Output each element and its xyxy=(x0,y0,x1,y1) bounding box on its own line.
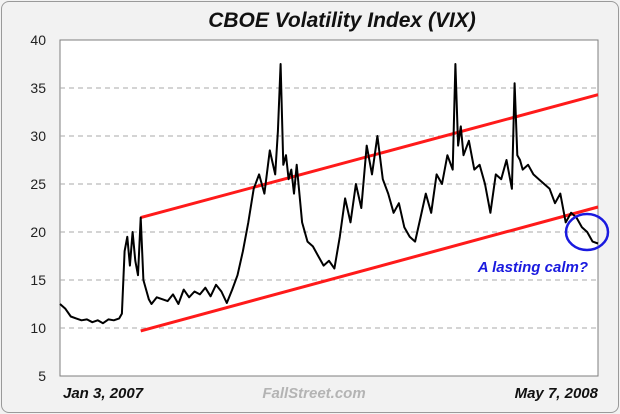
y-tick-label: 15 xyxy=(30,272,46,288)
chart-title: CBOE Volatility Index (VIX) xyxy=(208,9,476,32)
y-tick-label: 5 xyxy=(38,368,46,384)
y-axis-ticks: 5 10 15 20 25 30 35 40 xyxy=(30,32,46,384)
y-tick-label: 30 xyxy=(30,128,46,144)
plot-area xyxy=(59,39,599,377)
annotation-label: A lasting calm? xyxy=(477,259,588,276)
y-tick-label: 35 xyxy=(30,80,46,96)
y-tick-label: 20 xyxy=(30,224,46,240)
x-start-label: Jan 3, 2007 xyxy=(63,385,144,402)
vix-series-layer xyxy=(59,63,599,325)
source-watermark: FallStreet.com xyxy=(262,385,365,402)
highlight-circle xyxy=(564,212,610,252)
y-tick-label: 25 xyxy=(30,176,46,192)
vix-series-line xyxy=(59,63,599,325)
y-tick-label: 10 xyxy=(30,320,46,336)
y-tick-label: 40 xyxy=(30,32,46,48)
x-end-label: May 7, 2008 xyxy=(515,385,599,402)
lower-trend-line xyxy=(140,205,599,333)
